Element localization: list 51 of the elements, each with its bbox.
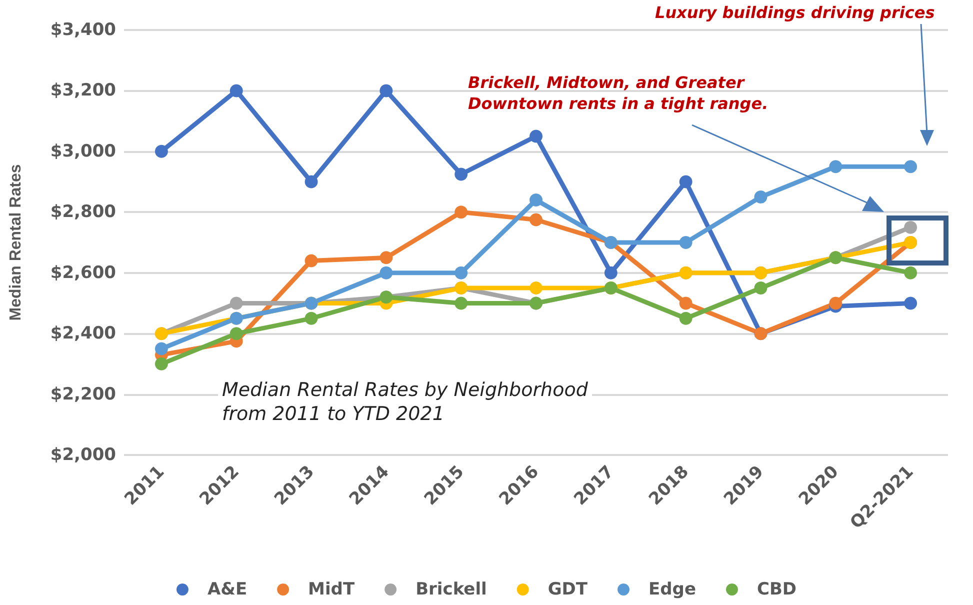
legend-label: Brickell [416, 580, 487, 600]
point [679, 296, 692, 310]
point [230, 296, 243, 310]
point [380, 251, 393, 264]
point [454, 168, 468, 181]
legend-label: GDT [548, 580, 588, 600]
point [304, 312, 318, 325]
point [754, 282, 768, 295]
y-tick-label: $3,000 [50, 141, 116, 162]
y-tick-label: $2,400 [50, 324, 116, 344]
point [380, 266, 393, 280]
y-tick-label: $3,200 [50, 80, 116, 101]
legend-label: MidT [308, 580, 355, 600]
legend-label: A&E [207, 580, 248, 600]
y-tick-label: $3,400 [50, 20, 116, 40]
point [304, 175, 318, 188]
point [904, 160, 918, 174]
y-axis-title: Median Rental Rates [8, 164, 24, 321]
point [530, 213, 542, 226]
point [679, 312, 692, 325]
text: Median Rental Rates by Neighborhood from 2011 to YTD 2021 [218, 376, 592, 428]
point [454, 266, 468, 280]
point [154, 342, 168, 356]
point [154, 144, 168, 158]
point [904, 266, 918, 280]
point [679, 175, 692, 188]
point [380, 84, 393, 98]
y-tick-label: $2,800 [50, 202, 116, 222]
point [904, 296, 918, 310]
point [454, 296, 468, 310]
point [154, 357, 168, 370]
point [904, 220, 918, 234]
point [754, 190, 768, 204]
y-tick-label: $2,000 [50, 445, 116, 465]
point [679, 236, 692, 249]
y-tick-label: $2,600 [50, 262, 116, 283]
point [230, 327, 243, 340]
legend-label: CBD [756, 580, 797, 600]
point [604, 266, 618, 280]
legend-label: Edge [648, 580, 696, 600]
point [829, 160, 842, 174]
point [230, 84, 243, 98]
text: Luxury buildings driving prices [655, 2, 935, 23]
point [454, 206, 468, 219]
annotation: Brickell, Midtown, and Greater Downtown rents in a tight range. [468, 72, 768, 114]
point [829, 296, 842, 310]
point [530, 130, 542, 143]
point [530, 194, 542, 206]
point [530, 282, 542, 295]
point [304, 254, 318, 268]
y-tick-label: $2,200 [50, 384, 116, 404]
